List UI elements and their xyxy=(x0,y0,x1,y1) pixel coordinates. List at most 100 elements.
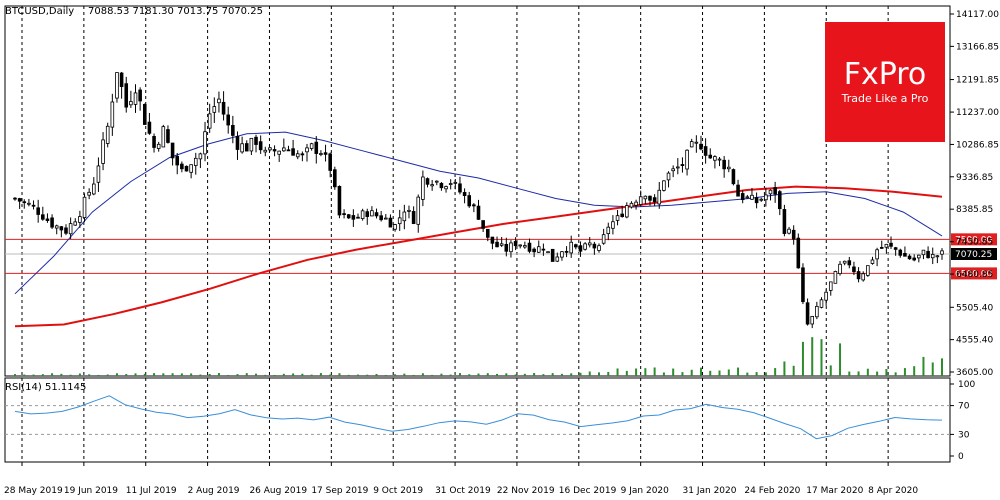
candle xyxy=(217,91,221,113)
candle xyxy=(300,151,305,162)
candle-body xyxy=(272,149,277,152)
candle xyxy=(142,103,147,125)
candle xyxy=(221,91,226,121)
candle xyxy=(193,152,198,175)
volume-bar xyxy=(801,341,804,376)
candle xyxy=(662,180,666,192)
grid xyxy=(4,5,951,463)
candle xyxy=(258,135,263,154)
candle xyxy=(824,289,828,306)
volume-bar xyxy=(709,370,712,376)
volume-bar xyxy=(431,374,434,376)
x-tick-label: 26 Aug 2019 xyxy=(249,486,307,496)
candle-body xyxy=(198,153,203,160)
candle xyxy=(462,188,467,204)
volume-bar xyxy=(236,374,239,376)
candle xyxy=(365,208,370,225)
candle xyxy=(726,159,731,173)
candle xyxy=(926,246,930,259)
candle xyxy=(611,215,615,235)
volume-bar xyxy=(514,374,517,376)
candle-body xyxy=(490,236,495,244)
candle xyxy=(328,152,332,178)
candle xyxy=(921,249,926,260)
fxpro-logo: FxPro Trade Like a Pro xyxy=(825,22,945,142)
candle xyxy=(699,135,703,151)
candle-body xyxy=(717,158,722,161)
candle-body xyxy=(926,250,930,259)
candle-body xyxy=(231,125,235,136)
candle-body xyxy=(499,243,504,246)
x-tick-label: 11 Jul 2019 xyxy=(126,486,177,496)
volume-bar xyxy=(190,373,193,376)
candle xyxy=(346,213,351,220)
candle-body xyxy=(889,242,893,247)
candle xyxy=(796,233,801,269)
y-tick-label: 10286.85 xyxy=(956,140,999,150)
candle xyxy=(666,171,671,188)
y-tick-label: 7430.85 xyxy=(956,238,993,248)
candle xyxy=(509,240,513,258)
volume-bar xyxy=(876,371,879,376)
candle-body xyxy=(82,196,87,219)
volume-bar xyxy=(32,374,35,376)
candle-body xyxy=(462,192,467,196)
candle-body xyxy=(819,299,824,308)
volume-bar xyxy=(69,374,72,376)
candle-body xyxy=(824,291,828,301)
level-price-label: 7500.00 xyxy=(955,235,992,245)
candle-body xyxy=(606,226,611,234)
candle xyxy=(207,103,212,133)
candle-body xyxy=(360,210,365,219)
candle-body xyxy=(731,169,736,185)
x-tick-label: 9 Oct 2019 xyxy=(373,486,423,496)
candle xyxy=(713,155,717,169)
candle-body xyxy=(847,260,852,266)
candle xyxy=(448,179,453,190)
candle-body xyxy=(689,141,694,148)
candle xyxy=(198,152,203,169)
candle-body xyxy=(268,147,272,151)
volume-bar xyxy=(217,373,220,376)
candle-body xyxy=(226,114,231,126)
ma-slow-line xyxy=(14,185,943,328)
candle xyxy=(291,139,295,156)
candle xyxy=(68,217,73,240)
volume-bar xyxy=(14,374,16,376)
volume-bar xyxy=(264,374,267,376)
candle-body xyxy=(407,209,411,212)
candle xyxy=(940,248,944,260)
candle-body xyxy=(856,271,861,280)
candle xyxy=(805,298,810,326)
candle-body xyxy=(138,89,142,102)
candle-body xyxy=(277,150,281,155)
candle xyxy=(643,195,648,205)
candle xyxy=(768,189,773,201)
candle-body xyxy=(235,135,240,150)
x-tick-label: 31 Oct 2019 xyxy=(435,486,491,496)
volume-bar xyxy=(273,374,276,376)
candle xyxy=(96,157,101,192)
volume-bar xyxy=(690,369,693,376)
candle-body xyxy=(193,157,198,166)
volume-bar xyxy=(727,369,730,376)
candle xyxy=(740,190,745,204)
volume-bar xyxy=(88,374,91,376)
candle-body xyxy=(921,249,926,256)
candle-body xyxy=(773,187,777,195)
logo-tagline: Trade Like a Pro xyxy=(841,92,929,105)
candle-body xyxy=(870,259,875,264)
candle-body xyxy=(518,244,523,247)
candle xyxy=(893,246,898,256)
candle xyxy=(504,237,509,257)
candle-body xyxy=(587,242,592,246)
candle-body xyxy=(643,195,648,200)
volume-bar xyxy=(356,374,359,376)
candle xyxy=(842,260,847,266)
candle-body xyxy=(472,204,476,207)
volume-bar xyxy=(644,368,647,376)
candle xyxy=(574,243,578,250)
candle xyxy=(226,106,231,134)
candle xyxy=(569,235,573,258)
candle-body xyxy=(393,224,397,230)
